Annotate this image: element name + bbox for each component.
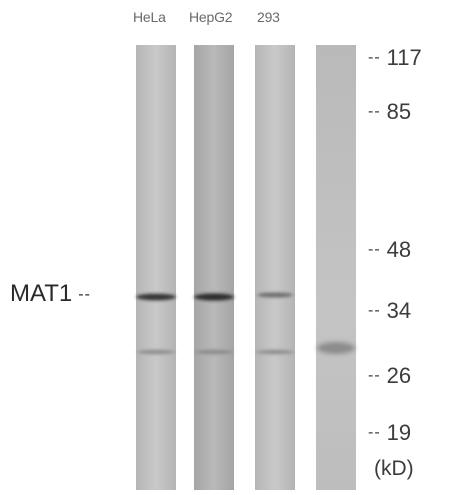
marker-dash: -- xyxy=(368,103,381,121)
lane-label-hepg2: HepG2 xyxy=(189,9,233,25)
marker-26: -- 26 xyxy=(368,364,411,387)
marker-value: 19 xyxy=(386,420,412,446)
band-faint-marker xyxy=(317,342,355,354)
marker-value: 34 xyxy=(386,298,412,324)
marker-value: 117 xyxy=(386,45,422,71)
band-faint-hela xyxy=(137,349,175,355)
marker-value: 26 xyxy=(386,363,412,389)
band-mat1-hela xyxy=(136,293,176,301)
unit-label: (kD) xyxy=(374,457,414,480)
lane-hepg2 xyxy=(194,45,234,490)
marker-dash: -- xyxy=(368,49,381,67)
marker-85: -- 85 xyxy=(368,100,411,123)
band-mat1-hepg2 xyxy=(194,293,234,301)
band-mat1-293 xyxy=(257,292,293,298)
band-faint-hepg2 xyxy=(195,349,233,355)
marker-dash: -- xyxy=(368,302,381,320)
band-faint-293 xyxy=(256,349,294,355)
protein-dash: -- xyxy=(78,285,91,303)
marker-value: 48 xyxy=(386,237,412,263)
marker-48: -- 48 xyxy=(368,238,411,261)
lane-hela xyxy=(136,45,176,490)
marker-dash: -- xyxy=(368,367,381,385)
marker-34: -- 34 xyxy=(368,299,411,322)
lane-marker xyxy=(316,45,356,490)
marker-dash: -- xyxy=(368,241,381,259)
marker-value: 85 xyxy=(386,99,412,125)
lane-label-293: 293 xyxy=(257,9,280,25)
protein-label: MAT1 -- xyxy=(10,282,91,306)
lane-293 xyxy=(255,45,295,490)
lane-label-hela: HeLa xyxy=(133,9,166,25)
marker-19: -- 19 xyxy=(368,421,411,444)
marker-117: -- 117 xyxy=(368,46,422,69)
protein-name: MAT1 xyxy=(10,280,73,307)
marker-dash: -- xyxy=(368,424,381,442)
